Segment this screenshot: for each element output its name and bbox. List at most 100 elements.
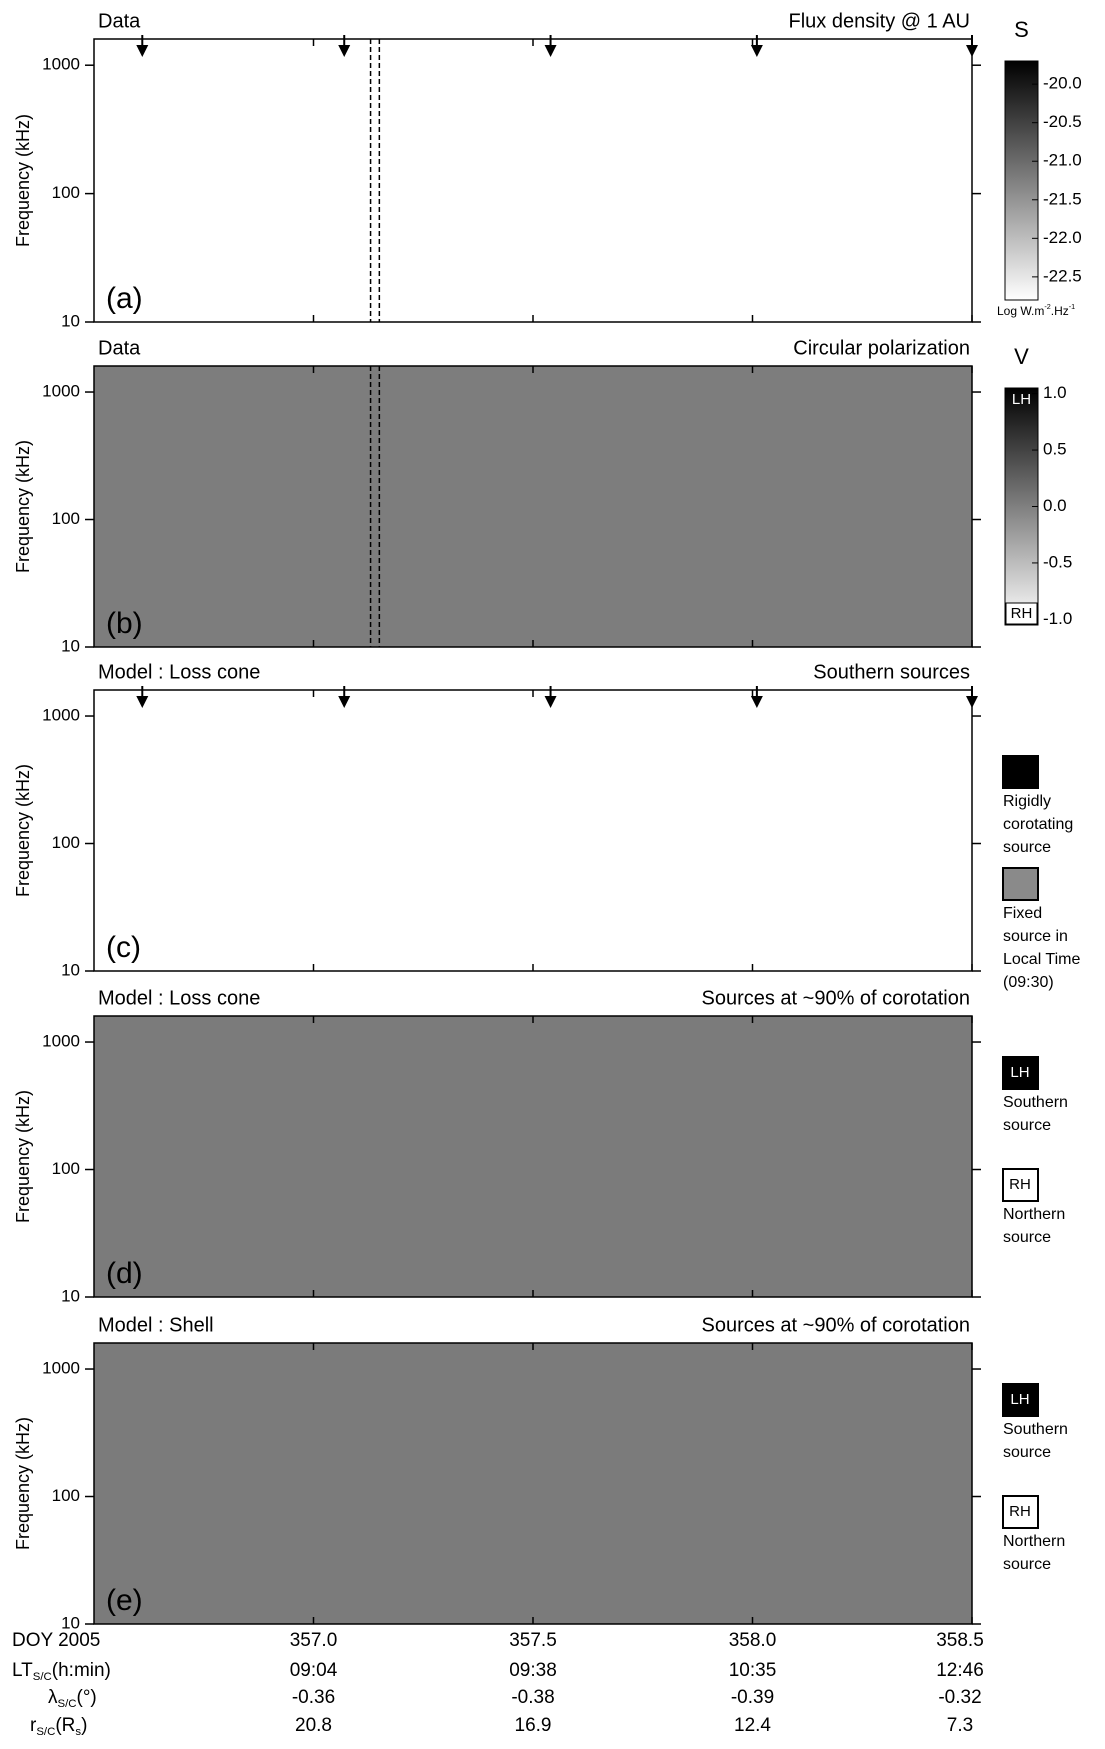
text-part: ) — [81, 1715, 87, 1736]
text-part: (R — [55, 1715, 75, 1736]
colorbar-tick-label: -20.0 — [1043, 74, 1082, 93]
title-right: Southern sources — [813, 661, 970, 683]
colorbar-tick-label: -0.5 — [1043, 552, 1072, 571]
arrow-head — [966, 45, 978, 57]
y-tick-label: 1000 — [42, 55, 80, 74]
y-axis-label: Frequency (kHz) — [13, 1417, 33, 1550]
arrow-head — [136, 45, 149, 57]
title-left: Data — [98, 337, 141, 359]
legend-label: source — [1003, 1229, 1051, 1246]
legend-label: (09:30) — [1003, 974, 1054, 991]
legend-label: Northern — [1003, 1533, 1065, 1550]
panel-label: (d) — [106, 1257, 143, 1290]
subscript: S/C — [58, 1698, 77, 1710]
colorbar-title: S — [1014, 17, 1029, 42]
row-value: 09:38 — [509, 1660, 557, 1681]
legend-label: source — [1003, 839, 1051, 856]
row-value: -0.32 — [938, 1687, 981, 1708]
legend-label: source — [1003, 1444, 1051, 1461]
colorbar-tick-label: -1.0 — [1043, 609, 1072, 628]
y-tick-label: 10 — [61, 1286, 80, 1305]
y-tick-label: 1000 — [42, 382, 80, 401]
colorbar-box-label: RH — [1011, 605, 1033, 622]
x-tick-label: 357.5 — [509, 1630, 557, 1651]
text-part: (h:min) — [52, 1660, 111, 1681]
row-value: 20.8 — [295, 1715, 332, 1736]
legend-box-label: RH — [1009, 1503, 1031, 1520]
y-tick-label: 100 — [52, 509, 80, 528]
plot-background — [94, 366, 972, 647]
panel-label: (b) — [106, 607, 143, 640]
legend-swatch — [1002, 1383, 1039, 1417]
y-tick-label: 1000 — [42, 1359, 80, 1378]
arrow-head — [750, 696, 763, 708]
arrow-head — [136, 696, 149, 708]
plot-background — [94, 39, 972, 322]
arrow-head — [338, 45, 351, 57]
colorbar-title: V — [1014, 344, 1029, 369]
legend-box-label: LH — [1010, 1064, 1029, 1081]
legend-label: source — [1003, 1117, 1051, 1134]
plot-background — [94, 1343, 972, 1624]
superscript: -2 — [1044, 302, 1050, 311]
title-right: Sources at ~90% of corotation — [702, 987, 971, 1009]
row-label: λS/C(°) — [48, 1687, 97, 1710]
legend-swatch — [1002, 867, 1039, 901]
row-label: rS/C(Rs) — [30, 1715, 87, 1738]
colorbar-tick-label: -22.5 — [1043, 266, 1082, 285]
y-tick-label: 100 — [52, 183, 80, 202]
colorbar-tick-label: -21.5 — [1043, 189, 1082, 208]
arrow-head — [544, 696, 557, 708]
legend-label: source — [1003, 1556, 1051, 1573]
y-tick-label: 100 — [52, 1159, 80, 1178]
legend-label: Southern — [1003, 1094, 1068, 1111]
panel-label: (e) — [106, 1584, 143, 1617]
title-left: Model : Loss cone — [98, 987, 260, 1009]
superscript: -1 — [1069, 302, 1075, 311]
x-tick-label: 358.0 — [729, 1630, 777, 1651]
x-axis-label: DOY 2005 — [12, 1630, 100, 1651]
row-value: 09:04 — [290, 1660, 338, 1681]
row-value: -0.39 — [731, 1687, 774, 1708]
text-part: Log W.m — [997, 304, 1044, 318]
text-part: .Hz — [1051, 304, 1069, 318]
legend-label: Southern — [1003, 1421, 1068, 1438]
x-tick-label: 358.5 — [936, 1630, 984, 1651]
legend-box-label: RH — [1009, 1176, 1031, 1193]
title-left: Data — [98, 10, 141, 32]
row-value: 7.3 — [947, 1715, 973, 1736]
title-right: Sources at ~90% of corotation — [702, 1314, 971, 1336]
legend-label: corotating — [1003, 816, 1073, 833]
subscript: S/C — [36, 1726, 55, 1738]
legend-label: source in — [1003, 928, 1068, 945]
plot-background — [94, 1016, 972, 1297]
title-left: Model : Shell — [98, 1314, 214, 1336]
colorbar-tick-label: 0.0 — [1043, 496, 1067, 515]
text-part: LT — [12, 1660, 33, 1681]
colorbar-tick-label: -20.5 — [1043, 112, 1082, 131]
legend-label: Fixed — [1003, 905, 1042, 922]
colorbar-tick-label: 0.5 — [1043, 440, 1067, 459]
legend-label: Rigidly — [1003, 793, 1051, 810]
colorbar-tick-label: -21.0 — [1043, 151, 1082, 170]
title-right: Circular polarization — [793, 337, 970, 359]
legend-swatch — [1002, 1168, 1039, 1202]
colorbar-box-label: LH — [1012, 391, 1031, 408]
arrow-head — [966, 696, 978, 708]
y-tick-label: 1000 — [42, 706, 80, 725]
arrow-head — [544, 45, 557, 57]
colorbar-box — [1005, 602, 1038, 625]
arrow-head — [338, 696, 351, 708]
title-right: Flux density @ 1 AU — [789, 10, 970, 32]
row-value: 12:46 — [936, 1660, 984, 1681]
plot-background — [94, 690, 972, 971]
arrow-head — [750, 45, 763, 57]
colorbar-unit: Log W.m-2.Hz-1 — [997, 302, 1075, 318]
legend-label: Northern — [1003, 1206, 1065, 1223]
text-part: λ — [48, 1687, 58, 1708]
panel-label: (a) — [106, 282, 143, 315]
y-tick-label: 10 — [61, 311, 80, 330]
panel-label: (c) — [106, 931, 141, 964]
y-tick-label: 100 — [52, 833, 80, 852]
